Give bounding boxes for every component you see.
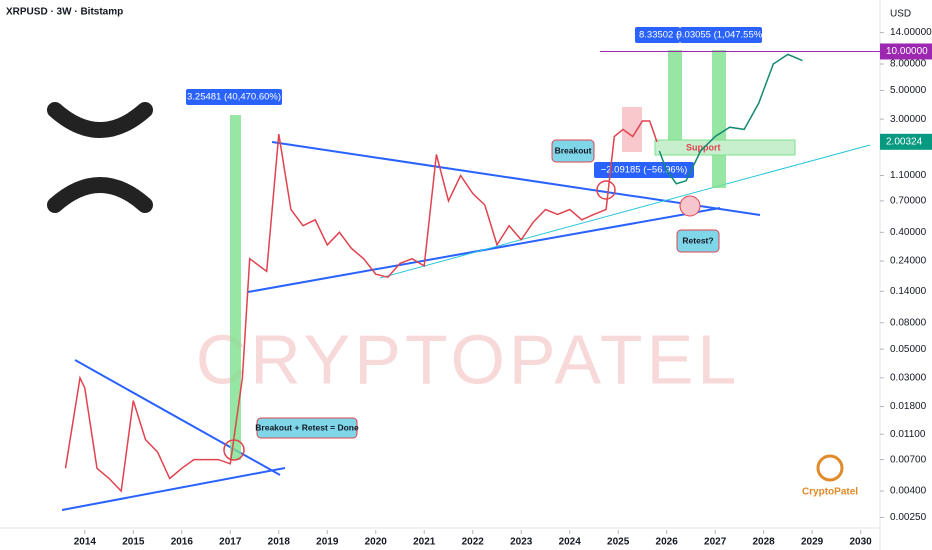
y-tick-label: 0.40000 [890, 227, 927, 238]
x-tick-label: 2021 [413, 537, 436, 548]
x-tick-label: 2014 [74, 537, 97, 548]
x-tick-label: 2025 [607, 537, 630, 548]
price-tag [880, 43, 932, 60]
label-box [256, 417, 358, 439]
x-tick-label: 2015 [122, 537, 145, 548]
logo-x [47, 102, 153, 213]
measure-box [668, 50, 682, 155]
y-tick-label: 0.70000 [890, 196, 927, 207]
y-tick-label: 0.01800 [890, 401, 927, 412]
measure-box [230, 115, 241, 460]
x-tick-label: 2022 [462, 537, 485, 548]
y-tick-label: 0.14000 [890, 286, 927, 297]
x-tick-label: 2029 [801, 537, 824, 548]
watermark: CRYPTOPATEL [196, 320, 741, 398]
x-tick-label: 2026 [656, 537, 679, 548]
price-line [64, 120, 658, 493]
x-tick-label: 2018 [268, 537, 291, 548]
y-tick-label: 0.00700 [890, 454, 927, 465]
price-line [658, 53, 803, 185]
price-tag-label: 2.00324 [886, 136, 923, 147]
x-tick-label: 2019 [316, 537, 339, 548]
price-tag [880, 133, 932, 150]
logo-icon [816, 454, 844, 482]
y-tick-label: 8.00000 [890, 59, 927, 70]
x-tick-label: 2023 [510, 537, 533, 548]
measure-box [622, 107, 642, 152]
price-tag-label: 10.00000 [886, 46, 928, 57]
label-box [680, 27, 762, 43]
logo-text: CryptoPatel [802, 487, 858, 498]
y-tick-label: 0.24000 [890, 256, 927, 267]
y-tick-label: 0.01100 [890, 429, 926, 440]
x-tick-label: 2020 [365, 537, 388, 548]
annotation: 3.25481 (40,470.60%) [187, 92, 281, 103]
x-tick-label: 2024 [559, 537, 582, 548]
annotation: 8.33502 ( [639, 30, 680, 41]
x-tick-label: 2016 [171, 537, 194, 548]
measure-box [712, 50, 726, 188]
y-tick-label: 0.03000 [890, 372, 927, 383]
y-tick-label: 0.05000 [890, 344, 927, 355]
annotation: 9.03055 (1,047.55%) [677, 30, 766, 41]
y-tick-label: 0.00400 [890, 486, 927, 497]
y-tick-label: 14.00000 [890, 27, 932, 38]
label-box [676, 229, 720, 253]
x-tick-label: 2030 [849, 537, 872, 548]
chart-title: XRPUSD · 3W · Bitstamp [6, 7, 123, 18]
label-box [551, 139, 595, 163]
y-tick-label: 0.00250 [890, 512, 927, 523]
y-tick-label: 3.00000 [890, 114, 927, 125]
currency: USD [890, 9, 911, 20]
label-box [635, 27, 680, 43]
x-tick-label: 2027 [704, 537, 727, 548]
support-zone [654, 139, 796, 156]
annotation: Breakout [555, 145, 592, 155]
y-tick-label: 1.10000 [890, 170, 927, 181]
annotation: Retest? [682, 235, 713, 245]
x-tick-label: 2017 [219, 537, 242, 548]
y-tick-label: 0.08000 [890, 317, 927, 328]
trend-lines [61, 141, 761, 511]
x-tick-label: 2028 [753, 537, 776, 548]
retest-circle [679, 195, 701, 217]
annotation: −2.09185 (−56.96%) [601, 165, 688, 176]
trend-line [379, 144, 871, 279]
annotation: Breakout + Retest = Done [255, 422, 359, 432]
label-box [186, 89, 282, 105]
y-tick-label: 5.00000 [890, 85, 927, 96]
